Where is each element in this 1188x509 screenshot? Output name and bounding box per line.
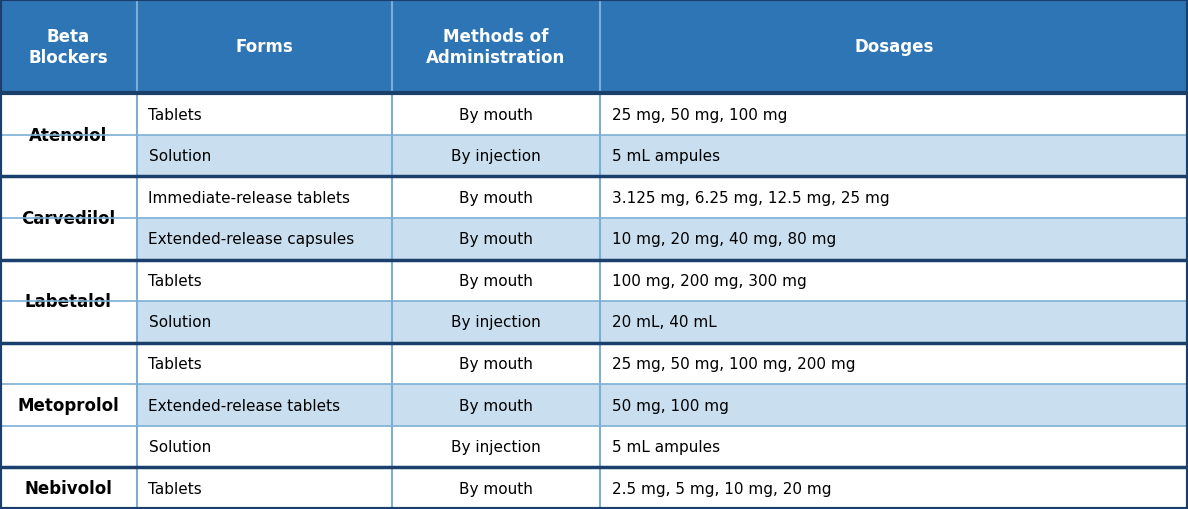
Bar [392, 135, 600, 177]
Text: By mouth: By mouth [459, 481, 533, 496]
Text: Nebivolol: Nebivolol [25, 479, 112, 497]
Bar [392, 0, 600, 94]
Text: Tablets: Tablets [148, 107, 202, 122]
Bar [600, 0, 1188, 94]
Text: By mouth: By mouth [459, 232, 533, 247]
Bar [0, 0, 137, 94]
Text: Atenolol: Atenolol [30, 127, 107, 145]
Text: Solution: Solution [148, 149, 210, 164]
Bar [392, 384, 600, 426]
Text: By injection: By injection [451, 439, 541, 454]
Text: By mouth: By mouth [459, 190, 533, 205]
Bar [0, 218, 137, 260]
Text: 100 mg, 200 mg, 300 mg: 100 mg, 200 mg, 300 mg [612, 273, 807, 288]
Bar [0, 343, 137, 385]
Text: Extended-release capsules: Extended-release capsules [148, 232, 355, 247]
Bar [137, 260, 392, 301]
Bar [392, 218, 600, 260]
Text: Metoprolol: Metoprolol [18, 397, 119, 414]
Bar [600, 218, 1188, 260]
Bar [137, 0, 392, 94]
Bar [0, 135, 137, 177]
Text: Tablets: Tablets [148, 356, 202, 371]
Bar [0, 384, 137, 426]
Text: Beta
Blockers: Beta Blockers [29, 27, 108, 67]
Text: 5 mL ampules: 5 mL ampules [612, 149, 720, 164]
Bar [137, 384, 392, 426]
Bar [137, 467, 392, 509]
Text: By injection: By injection [451, 149, 541, 164]
Text: By mouth: By mouth [459, 273, 533, 288]
Bar [392, 301, 600, 343]
Text: Methods of
Administration: Methods of Administration [426, 27, 565, 67]
Text: Tablets: Tablets [148, 273, 202, 288]
Bar [137, 218, 392, 260]
Bar [0, 177, 137, 219]
Bar [600, 467, 1188, 509]
Text: By mouth: By mouth [459, 398, 533, 413]
Bar [137, 135, 392, 177]
Text: 2.5 mg, 5 mg, 10 mg, 20 mg: 2.5 mg, 5 mg, 10 mg, 20 mg [612, 481, 832, 496]
Bar [137, 343, 392, 385]
Text: By injection: By injection [451, 315, 541, 330]
Bar [392, 467, 600, 509]
Bar [137, 301, 392, 343]
Text: By mouth: By mouth [459, 356, 533, 371]
Bar [392, 260, 600, 301]
Bar [137, 177, 392, 219]
Bar [600, 177, 1188, 219]
Bar [0, 301, 137, 343]
Bar [392, 426, 600, 467]
Text: 25 mg, 50 mg, 100 mg: 25 mg, 50 mg, 100 mg [612, 107, 788, 122]
Text: Carvedilol: Carvedilol [21, 210, 115, 228]
Bar [0, 467, 137, 509]
Bar [137, 94, 392, 135]
Bar [600, 260, 1188, 301]
Text: Extended-release tablets: Extended-release tablets [148, 398, 341, 413]
Bar [600, 94, 1188, 135]
Bar [0, 260, 137, 301]
Text: 20 mL, 40 mL: 20 mL, 40 mL [612, 315, 716, 330]
Text: Solution: Solution [148, 315, 210, 330]
Text: Solution: Solution [148, 439, 210, 454]
Bar [600, 384, 1188, 426]
Text: 25 mg, 50 mg, 100 mg, 200 mg: 25 mg, 50 mg, 100 mg, 200 mg [612, 356, 855, 371]
Text: Forms: Forms [235, 38, 293, 56]
Text: 3.125 mg, 6.25 mg, 12.5 mg, 25 mg: 3.125 mg, 6.25 mg, 12.5 mg, 25 mg [612, 190, 890, 205]
Bar [137, 426, 392, 467]
Bar [600, 301, 1188, 343]
Bar [600, 135, 1188, 177]
Text: 50 mg, 100 mg: 50 mg, 100 mg [612, 398, 728, 413]
Text: Immediate-release tablets: Immediate-release tablets [148, 190, 350, 205]
Text: Dosages: Dosages [854, 38, 934, 56]
Text: 5 mL ampules: 5 mL ampules [612, 439, 720, 454]
Text: By mouth: By mouth [459, 107, 533, 122]
Bar [0, 426, 137, 467]
Text: Labetalol: Labetalol [25, 293, 112, 310]
Bar [392, 343, 600, 385]
Text: 10 mg, 20 mg, 40 mg, 80 mg: 10 mg, 20 mg, 40 mg, 80 mg [612, 232, 836, 247]
Bar [0, 94, 137, 135]
Bar [600, 343, 1188, 385]
Bar [600, 426, 1188, 467]
Bar [392, 94, 600, 135]
Text: Tablets: Tablets [148, 481, 202, 496]
Bar [392, 177, 600, 219]
